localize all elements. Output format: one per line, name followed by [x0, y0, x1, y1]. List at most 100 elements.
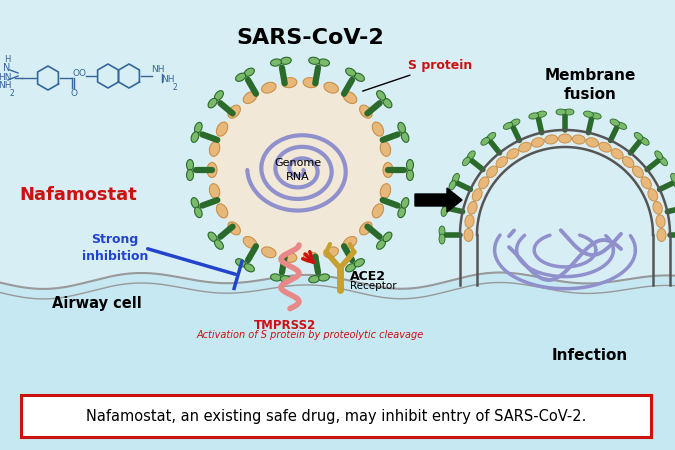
Ellipse shape — [564, 109, 574, 115]
Ellipse shape — [209, 142, 220, 156]
Ellipse shape — [373, 122, 383, 136]
Ellipse shape — [406, 170, 414, 180]
Ellipse shape — [465, 215, 474, 228]
Ellipse shape — [671, 173, 675, 183]
Circle shape — [212, 82, 388, 258]
Ellipse shape — [373, 204, 383, 218]
Ellipse shape — [360, 222, 372, 235]
Ellipse shape — [481, 137, 489, 145]
Text: SARS-CoV-2: SARS-CoV-2 — [236, 28, 384, 48]
Ellipse shape — [207, 162, 217, 177]
Ellipse shape — [441, 207, 448, 216]
Ellipse shape — [653, 202, 662, 214]
Text: NH: NH — [161, 76, 175, 85]
Ellipse shape — [545, 135, 558, 144]
Ellipse shape — [186, 170, 194, 180]
Ellipse shape — [261, 82, 276, 93]
Ellipse shape — [531, 138, 544, 147]
Ellipse shape — [324, 247, 338, 258]
Ellipse shape — [236, 73, 246, 81]
Ellipse shape — [377, 240, 385, 249]
Ellipse shape — [398, 207, 406, 218]
Text: NH: NH — [151, 66, 165, 75]
Ellipse shape — [303, 77, 318, 88]
Ellipse shape — [648, 189, 657, 201]
Ellipse shape — [462, 157, 470, 166]
Ellipse shape — [343, 92, 357, 104]
Ellipse shape — [401, 132, 409, 142]
Ellipse shape — [319, 274, 329, 281]
Ellipse shape — [208, 99, 217, 108]
Ellipse shape — [641, 177, 651, 189]
Ellipse shape — [186, 159, 194, 171]
Ellipse shape — [591, 113, 601, 119]
Ellipse shape — [610, 119, 620, 126]
Ellipse shape — [346, 68, 356, 77]
Ellipse shape — [243, 237, 256, 248]
Ellipse shape — [510, 119, 520, 126]
Ellipse shape — [343, 237, 357, 248]
Text: NH: NH — [0, 81, 11, 90]
Polygon shape — [460, 130, 670, 235]
Ellipse shape — [657, 229, 666, 242]
Ellipse shape — [439, 234, 445, 244]
Ellipse shape — [611, 148, 623, 159]
Ellipse shape — [217, 204, 227, 218]
Ellipse shape — [584, 111, 593, 117]
Ellipse shape — [656, 215, 665, 228]
Ellipse shape — [529, 113, 539, 119]
Ellipse shape — [383, 162, 393, 177]
Ellipse shape — [449, 180, 456, 190]
Text: 2: 2 — [173, 84, 178, 93]
Ellipse shape — [558, 134, 572, 143]
Ellipse shape — [556, 109, 566, 115]
Ellipse shape — [518, 142, 531, 152]
Ellipse shape — [308, 275, 320, 283]
Text: H: H — [4, 55, 10, 64]
Ellipse shape — [217, 122, 227, 136]
Ellipse shape — [282, 77, 297, 88]
Text: Receptor: Receptor — [350, 281, 397, 291]
Ellipse shape — [572, 135, 585, 144]
Ellipse shape — [659, 157, 668, 166]
Ellipse shape — [271, 59, 281, 66]
Ellipse shape — [622, 157, 634, 167]
Text: O: O — [78, 69, 86, 78]
Text: S protein: S protein — [362, 58, 472, 91]
Ellipse shape — [487, 132, 495, 140]
Ellipse shape — [464, 229, 473, 242]
Text: Genome
RNA: Genome RNA — [275, 158, 321, 182]
Ellipse shape — [383, 99, 392, 108]
Ellipse shape — [377, 91, 385, 100]
Ellipse shape — [191, 132, 198, 142]
Ellipse shape — [215, 240, 223, 249]
Text: N: N — [3, 63, 11, 73]
Ellipse shape — [346, 264, 356, 272]
Ellipse shape — [674, 180, 675, 190]
Ellipse shape — [487, 166, 497, 178]
Ellipse shape — [496, 157, 508, 167]
Ellipse shape — [443, 199, 449, 209]
Text: HN: HN — [0, 72, 11, 81]
Ellipse shape — [236, 259, 246, 267]
Ellipse shape — [439, 226, 445, 236]
Ellipse shape — [617, 122, 626, 130]
Ellipse shape — [472, 189, 482, 201]
Ellipse shape — [479, 177, 489, 189]
Ellipse shape — [280, 275, 292, 283]
Ellipse shape — [280, 57, 292, 64]
Ellipse shape — [308, 57, 320, 64]
Ellipse shape — [208, 232, 217, 242]
Text: TMPRSS2: TMPRSS2 — [254, 319, 316, 332]
Ellipse shape — [383, 232, 392, 242]
Ellipse shape — [401, 198, 409, 208]
Text: Nafamostat, an existing safe drug, may inhibit entry of SARS-CoV-2.: Nafamostat, an existing safe drug, may i… — [86, 409, 586, 423]
Ellipse shape — [282, 252, 297, 262]
Ellipse shape — [228, 222, 240, 235]
Ellipse shape — [215, 91, 223, 100]
Text: ACE2: ACE2 — [350, 270, 386, 283]
Text: Activation of S protein by proteolytic cleavage: Activation of S protein by proteolytic c… — [196, 330, 424, 340]
Ellipse shape — [243, 92, 256, 104]
Ellipse shape — [360, 105, 372, 118]
Ellipse shape — [209, 184, 220, 198]
